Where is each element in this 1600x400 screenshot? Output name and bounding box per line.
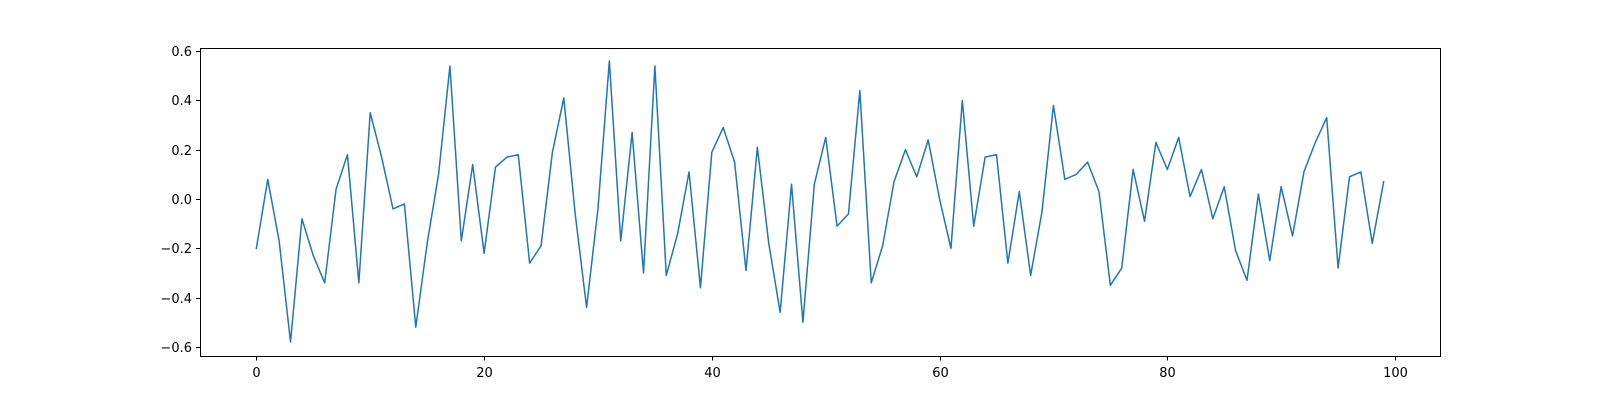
x-tick-label: 40 bbox=[704, 366, 721, 381]
y-tick-label: −0.4 bbox=[160, 292, 192, 307]
x-tick-label: 60 bbox=[932, 366, 949, 381]
y-tick-label: −0.2 bbox=[160, 242, 192, 257]
y-tick-label: 0.2 bbox=[171, 144, 192, 159]
x-axis: 0 20 40 60 80 100 bbox=[252, 356, 1408, 381]
x-tick-label: 100 bbox=[1383, 366, 1408, 381]
x-tick-label: 20 bbox=[476, 366, 493, 381]
series-layer bbox=[255, 60, 1385, 343]
plot-area bbox=[200, 48, 1440, 356]
series-line bbox=[255, 60, 1385, 343]
x-tick-label: 0 bbox=[252, 366, 260, 381]
y-tick-label: 0.0 bbox=[171, 193, 192, 208]
plot-frame bbox=[200, 48, 1441, 357]
y-axis: −0.6 −0.4 −0.2 0.0 0.2 0.4 0.6 bbox=[160, 45, 201, 356]
y-tick-label: −0.6 bbox=[160, 341, 192, 356]
y-tick-label: 0.6 bbox=[171, 45, 192, 60]
x-tick-label: 80 bbox=[1159, 366, 1176, 381]
y-tick-label: 0.4 bbox=[171, 94, 192, 109]
